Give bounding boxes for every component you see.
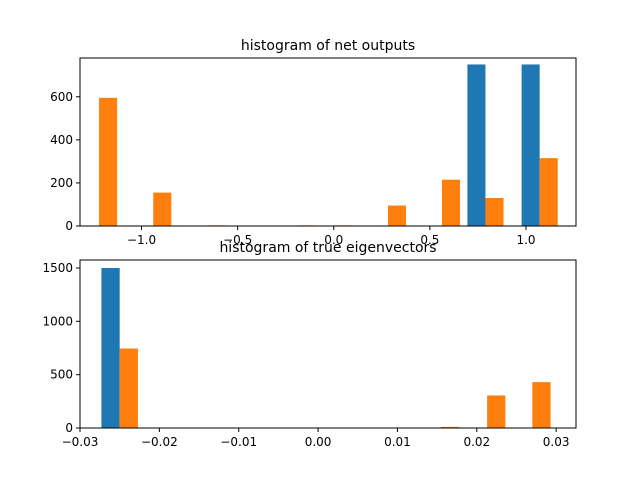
bottom-bars-layer: [101, 268, 551, 428]
top-series-0-bar-1: [521, 64, 540, 227]
top-bars-layer: [99, 64, 558, 227]
bottom-x-tick-label-3: 0.00: [305, 435, 332, 449]
bottom-ticks-layer: −0.03 −0.02 −0.01 0.00 0.01 0.02 0.03 0 500 1000 1…: [42, 261, 569, 449]
top-y-tick-label-3: 600: [50, 90, 73, 104]
top-axes-frame: [79, 57, 577, 227]
bottom-x-tick-label-5: 0.02: [463, 435, 490, 449]
top-series-1-bar-8: [539, 158, 558, 226]
top-series-1-bar-5: [387, 205, 407, 226]
bottom-series-1-bar-0: [119, 348, 138, 428]
top-y-tick-label-2: 400: [50, 133, 73, 147]
top-x-tick-label-2: 0.0: [324, 233, 343, 247]
top-x-tick-label-3: 0.5: [420, 233, 439, 247]
bottom-y-tick-label-3: 1500: [42, 261, 73, 275]
top-chart-title: histogram of net outputs: [241, 38, 415, 54]
bottom-y-tick-label-2: 1000: [42, 314, 73, 328]
bottom-x-tick-label-2: −0.01: [220, 435, 257, 449]
top-series-1-bar-0: [99, 97, 118, 226]
top-y-tick-label-1: 200: [50, 176, 73, 190]
bottom-series-1-bar-2: [487, 395, 506, 428]
top-series-1-bar-6: [442, 179, 461, 226]
bottom-x-tick-label-4: 0.01: [384, 435, 411, 449]
top-series-0-bar-0: [467, 64, 486, 227]
bottom-x-tick-label-6: 0.03: [543, 435, 570, 449]
top-y-tick-label-0: 0: [65, 219, 73, 233]
top-chart: −1.0 −0.5 0.0 0.5 1.0 0 200 400 600 histogram of…: [50, 38, 577, 247]
top-series-1-bar-7: [485, 198, 504, 226]
top-x-tick-label-0: −1.0: [127, 233, 156, 247]
bottom-series-1-bar-1: [441, 426, 460, 428]
bottom-y-tick-label-1: 500: [50, 368, 73, 382]
top-ticks-layer: −1.0 −0.5 0.0 0.5 1.0 0 200 400 600: [50, 90, 535, 247]
bottom-chart-title: histogram of true eigenvectors: [219, 240, 436, 256]
bottom-series-0-bar-0: [101, 268, 120, 428]
bottom-chart: −0.03 −0.02 −0.01 0.00 0.01 0.02 0.03 0 500 1000 1…: [42, 240, 577, 449]
bottom-series-1-bar-3: [532, 382, 551, 428]
top-series-1-bar-1: [153, 192, 172, 226]
bottom-x-tick-label-0: −0.03: [62, 435, 99, 449]
bottom-y-tick-label-0: 0: [65, 421, 73, 435]
top-x-tick-label-4: 1.0: [516, 233, 535, 247]
bottom-axes-frame: [79, 259, 577, 429]
bottom-x-tick-label-1: −0.02: [141, 435, 178, 449]
top-x-tick-label-1: −0.5: [223, 233, 252, 247]
